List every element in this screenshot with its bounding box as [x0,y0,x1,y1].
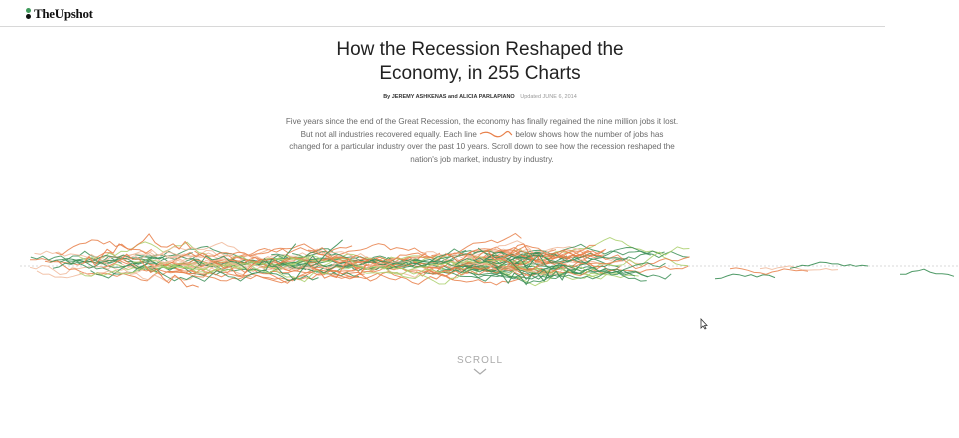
example-line-icon [479,131,513,138]
industry-line-121 [477,247,563,282]
byline: By JEREMY ASHKENAS and ALICIA PARLAPIANO… [300,94,660,100]
industry-line-120 [306,258,367,279]
industry-line-106 [455,257,571,276]
intro-text-1: Five years since the end of the Great Re… [285,117,679,139]
industry-line-15 [259,255,387,268]
industry-line-118 [204,251,440,272]
industry-line-8 [346,271,533,286]
industry-line-66 [472,244,605,266]
industry-line-104 [55,239,152,256]
upshot-logo-icon [26,8,32,20]
industry-line-133 [789,261,869,269]
page-title: How the Recession Reshaped the Economy, … [250,38,710,86]
industry-line-101 [263,254,444,275]
industry-line-31 [508,243,689,259]
industry-line-123 [258,239,343,282]
industry-line-109 [441,250,628,264]
headline-line-1: How the Recession Reshaped the [336,39,624,60]
industry-line-110 [147,243,353,268]
industry-line-130 [714,273,776,280]
industry-line-73 [72,257,139,265]
industry-line-119 [79,268,158,277]
industry-line-134 [899,268,955,277]
industry-line-89 [497,246,690,276]
industry-line-127 [193,243,297,272]
industry-line-76 [34,250,233,262]
intro-paragraph: Five years since the end of the Great Re… [285,116,679,166]
industry-line-29 [286,253,450,269]
industry-line-132 [759,265,839,271]
headline-line-2: Economy, in 255 Charts [379,63,581,84]
industry-line-129 [514,254,576,270]
industry-line-125 [495,258,593,286]
industry-line-80 [448,266,521,276]
intro-text-2: below shows how the number of jobs has c… [289,129,675,164]
industry-line-85 [275,256,439,268]
industry-line-122 [445,243,543,263]
industry-lines [29,232,955,288]
industry-line-54 [270,261,445,276]
industry-line-22 [300,253,379,264]
industry-jobs-chart [20,232,959,288]
industry-line-126 [82,233,192,267]
industry-line-112 [36,259,242,279]
industry-line-105 [473,256,540,268]
industry-line-75 [52,261,156,270]
top-bar: TheUpshot [0,0,885,27]
byline-updated: Updated JUNE 6, 2014 [520,94,577,100]
industry-line-116 [495,255,623,266]
logo-text: TheUpshot [34,6,93,21]
industry-line-92 [171,256,310,268]
upshot-logo[interactable]: TheUpshot [26,6,93,22]
scroll-label: SCROLL [456,355,503,366]
scroll-prompt[interactable]: SCROLL [440,355,520,376]
industry-line-95 [132,255,301,269]
chevron-down-icon [473,368,487,375]
industry-line-131 [729,267,809,275]
mouse-cursor-icon [700,318,708,330]
industry-line-124 [102,253,199,288]
industry-line-60 [44,259,160,282]
byline-authors: By JEREMY ASHKENAS and ALICIA PARLAPIANO [383,94,515,100]
industry-line-128 [194,250,291,277]
industry-line-84 [452,250,592,269]
industry-line-111 [90,262,319,282]
